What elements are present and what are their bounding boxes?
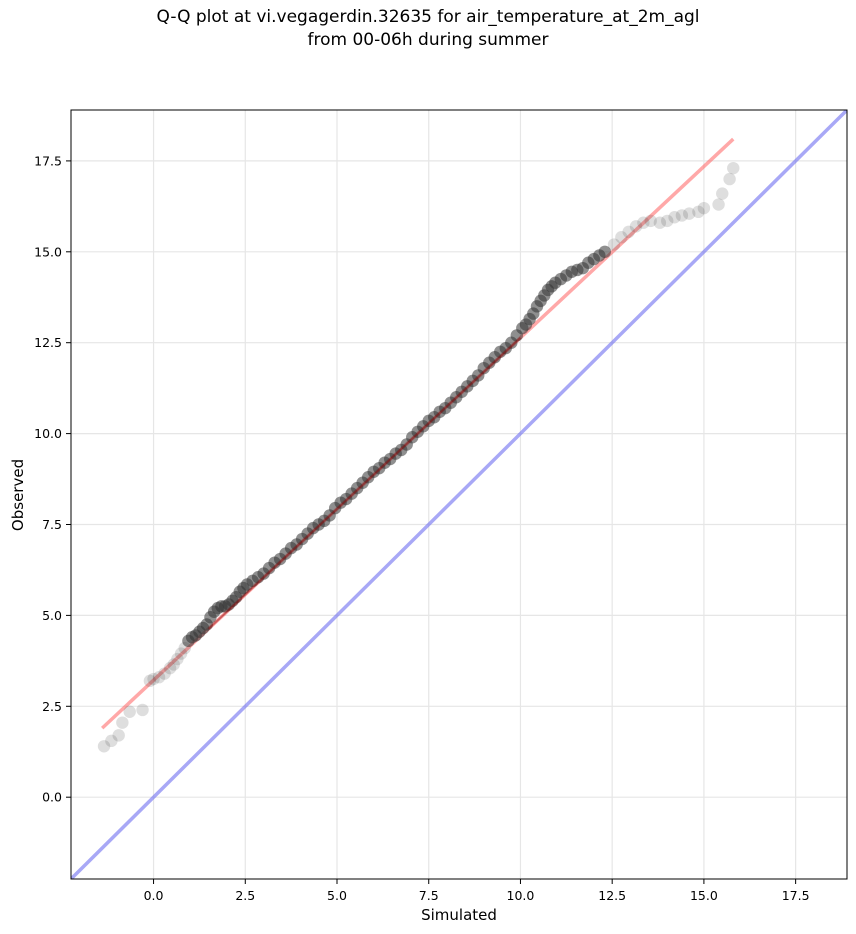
- chart-title: Q-Q plot at vi.vegagerdin.32635 for air_…: [0, 6, 856, 52]
- data-point: [174, 647, 188, 660]
- data-point: [668, 211, 681, 224]
- y-tick-label: 12.5: [34, 335, 62, 350]
- x-tick-label: 17.5: [782, 888, 810, 903]
- y-tick-label: 15.0: [34, 244, 62, 259]
- data-point: [598, 245, 612, 259]
- data-point: [143, 674, 157, 688]
- data-point: [629, 220, 643, 233]
- data-point: [644, 214, 657, 228]
- data-point: [171, 652, 184, 666]
- data-point: [607, 238, 621, 251]
- y-tick-label: 0.0: [42, 790, 62, 805]
- x-tick-label: 5.0: [327, 888, 347, 903]
- data-point: [661, 214, 674, 228]
- grid: [71, 110, 847, 879]
- x-tick-label: 0.0: [144, 888, 164, 903]
- data-point: [683, 207, 696, 220]
- y-tick-label: 2.5: [42, 699, 62, 714]
- data-point: [136, 703, 149, 717]
- x-tick-label: 12.5: [598, 888, 626, 903]
- data-point: [105, 734, 118, 748]
- y-tick-label: 5.0: [42, 608, 62, 623]
- data-point: [675, 209, 689, 222]
- data-point: [152, 671, 166, 684]
- y-tick-label: 17.5: [34, 153, 62, 168]
- data-point: [158, 667, 171, 680]
- x-axis-label: Simulated: [421, 906, 497, 924]
- data-point: [716, 187, 729, 200]
- x-tick-label: 15.0: [690, 888, 718, 903]
- data-point: [123, 705, 136, 718]
- chart-title-line-2: from 00-06h during summer: [307, 30, 549, 50]
- data-point: [653, 216, 667, 229]
- data-point: [692, 205, 705, 219]
- y-tick-label: 10.0: [34, 426, 62, 441]
- data-point: [697, 201, 711, 215]
- data-point: [147, 672, 160, 686]
- data-point: [116, 716, 129, 729]
- x-tick-label: 7.5: [419, 888, 439, 903]
- identity-line: [71, 110, 847, 879]
- chart-title-line-1: Q-Q plot at vi.vegagerdin.32635 for air_…: [156, 7, 700, 27]
- data-point: [112, 729, 125, 742]
- data-point: [637, 216, 650, 229]
- plot-frame: [70, 109, 848, 880]
- data-point: [97, 740, 111, 753]
- data-point: [615, 231, 628, 244]
- data-point: [712, 198, 725, 211]
- data-point: [723, 172, 736, 186]
- data-point: [163, 661, 177, 675]
- y-axis-label: Observed: [9, 459, 27, 531]
- x-tick-label: 2.5: [235, 888, 255, 903]
- data-point: [167, 658, 180, 671]
- x-tick-label: 10.0: [507, 888, 535, 903]
- data-point: [727, 161, 740, 175]
- data-point: [622, 225, 635, 239]
- fit-line-dense-segment: [207, 336, 522, 630]
- y-tick-label: 7.5: [42, 517, 62, 532]
